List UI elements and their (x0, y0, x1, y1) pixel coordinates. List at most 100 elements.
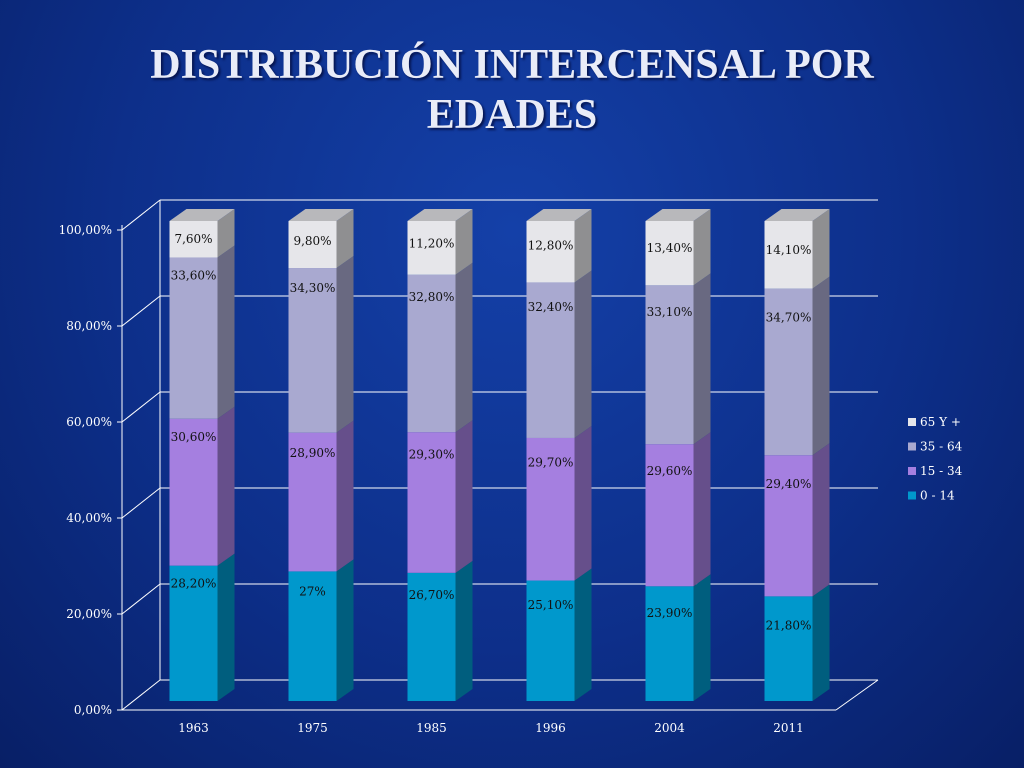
bar-segment (645, 444, 694, 587)
bar-side (455, 420, 473, 573)
bar-segment (526, 282, 575, 438)
bar-segment (526, 580, 575, 701)
bar-side (217, 245, 235, 419)
data-label: 14,10% (766, 243, 812, 257)
bar-segment (288, 571, 337, 701)
gridline-side (121, 295, 161, 327)
bar-stack-2011: 21,80% 29,40% 34,70% 14,10% (764, 209, 830, 701)
x-tick-label: 1985 (416, 721, 447, 735)
y-tick-label: 0,00% (74, 703, 112, 717)
bar-side (574, 270, 592, 438)
legend-label: 35 - 64 (920, 440, 963, 454)
legend-label: 65 Y + (920, 415, 961, 429)
bar-side (812, 443, 830, 597)
data-label: 29,70% (528, 456, 574, 470)
bar-top (645, 209, 711, 221)
title-line-2: EDADES (426, 92, 598, 138)
bar-side (217, 553, 235, 701)
bar-side (336, 420, 354, 572)
bar-top (169, 209, 235, 221)
data-label: 33,60% (171, 268, 217, 282)
y-tick-label: 40,00% (66, 511, 112, 525)
data-label: 27% (299, 585, 326, 599)
bar-segment (407, 221, 456, 275)
x-tick-label: 1963 (178, 721, 209, 735)
data-label: 30,60% (171, 430, 217, 444)
bar-side (336, 559, 354, 701)
data-label: 23,90% (647, 606, 693, 620)
bar-segment (288, 221, 337, 269)
bar-top (288, 209, 354, 221)
legend-swatch (908, 467, 916, 475)
bar-side (812, 276, 830, 456)
bar-segment (645, 221, 694, 286)
page-title: DISTRIBUCIÓN INTERCENSAL POR EDADES (0, 40, 1024, 140)
legend-label: 15 - 34 (920, 464, 963, 478)
bar-stack-1996: 25,10% 29,70% 32,40% 12,80% (526, 209, 592, 701)
gridline-side (121, 199, 161, 231)
data-label: 32,40% (528, 300, 574, 314)
x-tick-label: 2011 (773, 721, 804, 735)
data-label: 7,60% (174, 232, 212, 246)
bar-side (574, 568, 592, 701)
bar-side (455, 262, 473, 433)
bar-segment (645, 285, 694, 445)
legend-swatch (908, 418, 916, 426)
bar-segment (169, 565, 218, 701)
legend-swatch (908, 442, 916, 451)
bar-segment (288, 432, 337, 572)
y-tick-label: 20,00% (66, 607, 112, 621)
y-tick-label: 100,00% (59, 223, 112, 237)
x-tick-label: 1975 (297, 721, 328, 735)
data-label: 28,20% (171, 577, 217, 591)
bar-segment (764, 221, 813, 289)
bar-segment (169, 221, 218, 258)
gridline-side (121, 391, 161, 423)
data-label: 32,80% (409, 290, 455, 304)
bar-segment (764, 455, 813, 597)
floor-right-edge (835, 679, 879, 711)
bar-segment (288, 268, 337, 433)
bar-segment (526, 221, 575, 283)
bar-side (455, 209, 473, 275)
data-label: 13,40% (647, 241, 693, 255)
data-label: 25,10% (528, 598, 574, 612)
legend-label: 0 - 14 (920, 489, 955, 503)
data-label: 34,30% (290, 281, 336, 295)
bar-segment (169, 418, 218, 566)
bar-side (693, 209, 711, 286)
bar-side (336, 256, 354, 433)
bar-side (812, 209, 830, 289)
bar-top (407, 209, 473, 221)
data-label: 26,70% (409, 588, 455, 602)
bar-side (217, 209, 235, 258)
bar-segment (407, 572, 456, 701)
gridline-side (121, 583, 161, 615)
bar-stack-2004: 23,90% 29,60% 33,10% 13,40% (645, 209, 711, 701)
bar-side (574, 425, 592, 581)
data-label: 21,80% (766, 618, 812, 632)
y-tick-label: 60,00% (66, 415, 112, 429)
bar-side (693, 432, 711, 587)
bar-top (764, 209, 830, 221)
data-label: 28,90% (290, 446, 336, 460)
bar-side (812, 584, 830, 701)
gridline-side (121, 679, 161, 711)
bar-segment (526, 437, 575, 581)
data-label: 33,10% (647, 305, 693, 319)
legend-swatch (908, 491, 916, 500)
data-label: 34,70% (766, 311, 812, 325)
bar-segment (764, 288, 813, 456)
gridline-side (121, 487, 161, 519)
data-label: 9,80% (293, 234, 331, 248)
data-label: 12,80% (528, 239, 574, 253)
x-tick-label: 2004 (654, 721, 685, 735)
data-label: 29,60% (647, 464, 693, 478)
data-label: 29,40% (766, 477, 812, 491)
bar-segment (764, 596, 813, 701)
bar-top (526, 209, 592, 221)
data-label: 11,20% (409, 236, 455, 250)
bar-segment (407, 432, 456, 573)
bar-side (455, 560, 473, 701)
